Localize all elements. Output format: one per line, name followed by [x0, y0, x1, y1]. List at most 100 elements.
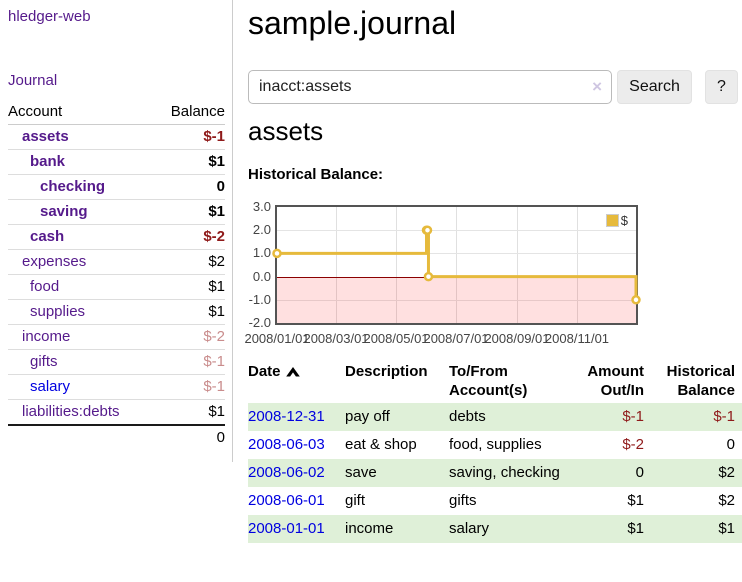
search-box: ×	[248, 70, 612, 104]
transaction-accounts: salary	[449, 515, 577, 543]
y-tick-label: 1.0	[252, 245, 271, 261]
transaction-description: pay off	[345, 403, 449, 431]
register-row: 2008-01-01 income salary $1 $1	[248, 515, 742, 543]
help-button[interactable]: ?	[705, 70, 738, 104]
account-balance: $-1	[203, 378, 225, 395]
account-link[interactable]: supplies	[30, 303, 86, 320]
account-balance-table: Account Balance assets $-1 bank $1 check…	[8, 100, 225, 449]
x-tick-label: 2008/03/01	[303, 331, 369, 346]
sidebar: hledger-web Journal Account Balance asse…	[0, 0, 233, 462]
y-gridline	[277, 253, 636, 255]
transaction-date-link[interactable]: 2008-06-03	[248, 436, 325, 453]
transaction-description: save	[345, 459, 449, 487]
balance-column-header-register: Historical Balance	[666, 363, 735, 399]
y-tick-label: 2.0	[252, 222, 271, 238]
account-row: salary $-1	[8, 374, 225, 399]
account-row: income $-2	[8, 324, 225, 349]
y-tick-label: 0.0	[252, 268, 271, 284]
x-tick-label: 2008/01/01	[244, 331, 310, 346]
y-tick-label: -1.0	[248, 291, 271, 307]
account-link[interactable]: saving	[40, 203, 88, 220]
x-tick-label: 2008/09/01	[484, 331, 550, 346]
account-link[interactable]: liabilities:debts	[22, 403, 120, 420]
account-balance: $-2	[203, 328, 225, 345]
search-input[interactable]	[249, 71, 611, 103]
x-gridline	[396, 207, 397, 323]
account-link[interactable]: salary	[30, 378, 71, 395]
account-row: assets $-1	[8, 125, 225, 149]
account-link[interactable]: income	[22, 328, 71, 345]
transaction-balance: $-1	[657, 403, 742, 431]
account-link[interactable]: bank	[30, 153, 66, 170]
date-column-header[interactable]: Date	[248, 362, 345, 403]
chart-legend: $	[603, 212, 630, 229]
register-table: Date Description To/From Account(s) Amou…	[248, 362, 742, 543]
account-link[interactable]: assets	[22, 128, 69, 145]
account-link[interactable]: cash	[30, 228, 65, 245]
account-row: supplies $1	[8, 299, 225, 324]
account-balance: 0	[216, 178, 225, 195]
account-link[interactable]: gifts	[30, 353, 58, 370]
balance-series	[272, 225, 641, 305]
account-balance: $1	[208, 203, 225, 220]
register-row: 2008-06-02 save saving, checking 0 $2	[248, 459, 742, 487]
account-row: cash $-2	[8, 224, 225, 249]
account-balance: $1	[208, 303, 225, 320]
y-gridline	[277, 299, 636, 301]
transaction-accounts: debts	[449, 403, 577, 431]
register-header-row: Date Description To/From Account(s) Amou…	[248, 362, 742, 403]
register-row: 2008-06-01 gift gifts $1 $2	[248, 487, 742, 515]
x-tick-label: 2008/05/01	[363, 331, 429, 346]
transaction-accounts: saving, checking	[449, 459, 577, 487]
account-row: checking 0	[8, 174, 225, 199]
transaction-date-link[interactable]: 2008-06-01	[248, 492, 325, 509]
transaction-balance: 0	[726, 436, 735, 453]
transaction-amount: $1	[627, 492, 644, 509]
account-link[interactable]: food	[30, 278, 60, 295]
x-gridline	[456, 207, 457, 323]
register-row: 2008-06-03 eat & shop food, supplies $-2…	[248, 431, 742, 459]
sort-ascending-icon	[285, 367, 300, 377]
account-column-header: Account	[8, 103, 63, 120]
account-total: 0	[8, 424, 225, 449]
transaction-amount: 0	[577, 459, 657, 487]
chart-label: Historical Balance:	[248, 166, 384, 183]
account-row: food $1	[8, 274, 225, 299]
transaction-date-link[interactable]: 2008-01-01	[248, 520, 325, 537]
transaction-amount: $1	[577, 515, 657, 543]
clear-search-icon[interactable]: ×	[592, 77, 602, 96]
accounts-column-header: To/From Account(s)	[449, 363, 528, 399]
transaction-balance: $2	[657, 459, 742, 487]
account-balance: $1	[208, 153, 225, 170]
account-row: saving $1	[8, 199, 225, 224]
data-point-marker	[272, 248, 282, 259]
search-button[interactable]: Search	[617, 70, 692, 104]
transaction-amount: $-1	[577, 403, 657, 431]
transaction-date-link[interactable]: 2008-12-31	[248, 408, 325, 425]
x-gridline	[336, 207, 337, 323]
transaction-description: gift	[345, 492, 366, 509]
account-link[interactable]: checking	[40, 178, 106, 195]
x-gridline	[576, 207, 578, 323]
register-body: 2008-12-31 pay off debts $-1 $-1 2008-06…	[248, 403, 742, 543]
y-tick-label: -2.0	[248, 315, 271, 330]
main-panel: sample.journal × Search ? assets Histori…	[244, 0, 742, 582]
account-balance: $1	[208, 278, 225, 295]
transaction-description: income	[345, 515, 449, 543]
account-table-header: Account Balance	[8, 100, 225, 125]
data-point-marker	[423, 271, 434, 282]
legend-label: $	[620, 213, 628, 228]
data-point-marker	[422, 225, 433, 235]
y-gridline	[277, 230, 636, 232]
transaction-amount: $-2	[622, 436, 644, 453]
nav-journal-link[interactable]: Journal	[8, 72, 58, 89]
transaction-accounts: gifts	[449, 492, 477, 509]
y-tick-label: 3.0	[252, 199, 271, 214]
app-brand-link[interactable]: hledger-web	[8, 8, 91, 25]
historical-balance-chart: $ 2008/01/01 2008/03/01 2008/05/01 2008/07/…	[244, 199, 688, 346]
transaction-date-link[interactable]: 2008-06-02	[248, 464, 325, 481]
account-row: liabilities:debts $1	[8, 399, 225, 424]
legend-swatch-icon	[605, 214, 619, 227]
account-link[interactable]: expenses	[22, 253, 87, 270]
account-tree: assets $-1 bank $1 checking 0 saving $1 …	[8, 125, 225, 424]
